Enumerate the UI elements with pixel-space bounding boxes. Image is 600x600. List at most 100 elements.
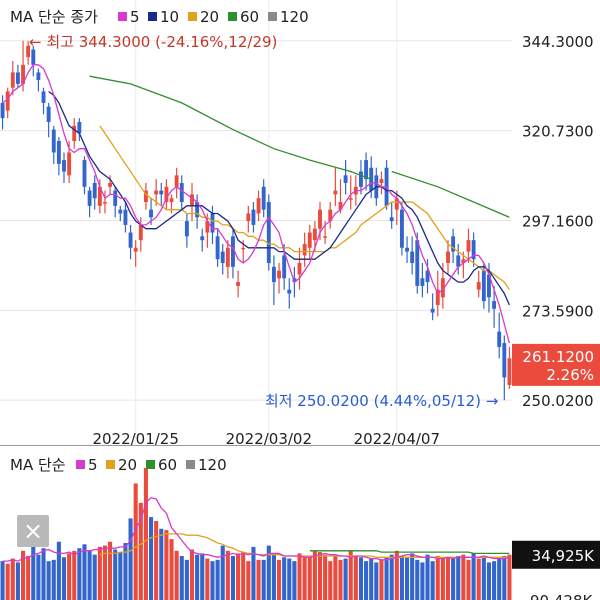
volume-bar [108,541,113,600]
candle-body [143,190,148,203]
candle-body [287,289,292,294]
volume-bar [36,554,41,600]
candle-body [231,236,235,267]
current-volume-value: 34,925K [532,547,595,565]
candle-body [72,125,77,142]
volume-bar [20,550,26,600]
volume-bar [102,545,108,600]
high-annotation: ← 최고 344.3000 (-24.16%,12/29) [29,33,277,51]
candle-body [312,228,317,241]
volume-bar [287,558,292,600]
volume-bar [445,557,451,600]
candle-body [200,236,205,241]
candle-body [497,331,502,347]
volume-bar [461,554,466,600]
volume-bar [312,550,317,600]
legend-swatch [186,460,195,469]
ma10-line [48,90,510,306]
volume-bar [492,561,497,600]
volume-bar [184,559,189,600]
candle-body [256,198,261,214]
vol-ma20-line [99,533,510,558]
candle-body [492,301,497,309]
volume-bar [261,559,266,600]
candle-body [246,213,251,222]
volume-bar [323,554,328,600]
volume-bar [271,554,276,600]
volume-bar [10,558,15,600]
volume-bar [394,550,399,600]
candle-body [195,202,200,218]
candle-body [190,194,194,206]
candle-body [92,182,97,199]
volume-bar [113,549,118,600]
volume-bar [338,559,343,600]
volume-bar [236,553,241,600]
legend-item-label: 120 [198,456,227,474]
volume-bar [476,558,481,600]
legend-swatch [228,12,237,21]
candle-body [297,263,302,275]
candle-body [138,224,143,241]
volume-bar [307,557,312,600]
volume-bar [82,544,87,600]
candle-body [56,141,61,164]
candle-body [333,190,338,195]
candle-body [10,72,15,88]
legend-swatch [76,460,85,469]
ma60-line [391,170,510,218]
legend-item-label: 60 [240,8,259,26]
candle-body [389,217,394,222]
volume-bar [292,561,297,600]
volume-bar [174,550,179,600]
volume-bar [343,558,348,600]
volume-bar [241,552,246,600]
candle-body [128,232,133,248]
candle-body [15,72,20,84]
price-tick-label: 250.0200 [522,392,594,410]
volume-bar [369,558,374,600]
volume-bar [486,562,492,600]
candle-body [108,182,113,187]
volume-bar [471,553,476,600]
candle-body [420,278,425,286]
volume-bar [148,517,154,600]
volume-bar [502,555,507,600]
volume-bar [282,557,287,600]
price-panel[interactable]: 344.3000 320.7300 297.1600 273.5900 250.0200… [0,0,600,446]
legend-item-label: 10 [160,8,179,26]
candle-body [118,209,123,214]
close-button[interactable]: × [17,515,49,547]
candle-body [405,247,409,252]
candle-body [466,240,471,252]
candle-body [399,209,404,248]
volume-bar [195,554,200,600]
volume-bar [328,561,333,600]
candle-body [446,251,450,264]
volume-bar [118,552,123,600]
volume-panel[interactable]: 90,428K MA 단순 5 20 60 120 34,925K [0,446,600,600]
candle-body [169,198,174,203]
legend-item-label: 120 [280,8,309,26]
volume-bar [26,555,31,600]
candle-body [471,240,476,260]
candle-body [481,270,486,302]
candle-body [394,198,399,210]
price-tick-label: 273.5900 [522,302,594,320]
volume-bar [389,554,394,600]
volume-bar [358,557,364,600]
candle-body [359,171,363,187]
candle-body [241,247,246,250]
candle-body [215,236,220,260]
volume-bar [87,550,92,600]
candle-body [220,251,225,264]
volume-bar [466,559,471,600]
volume-bar [384,557,389,600]
volume-bar [415,559,420,600]
volume-bar [420,562,425,600]
volume-bar [67,553,72,600]
current-volume-tag [512,540,600,569]
volume-bar [92,554,97,600]
volume-bar [56,541,61,600]
